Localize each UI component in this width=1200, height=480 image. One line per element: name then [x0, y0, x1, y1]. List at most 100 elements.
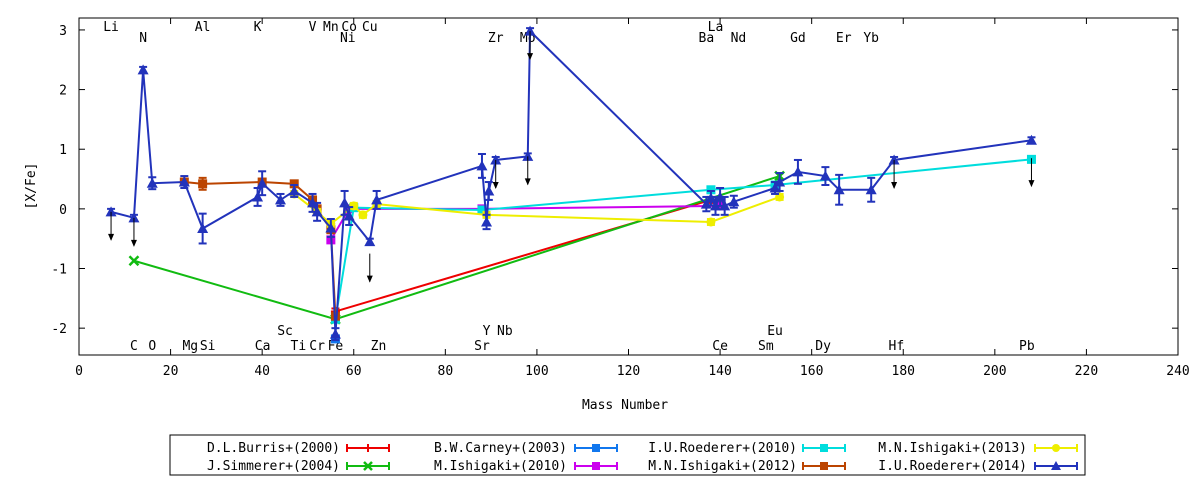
upper-limit-arrowhead [366, 275, 373, 283]
element-label-bottom: Pb [1019, 339, 1035, 354]
element-label-bottom: Dy [815, 339, 831, 354]
data-point [706, 185, 716, 195]
data-point [274, 194, 286, 205]
element-label-bottom: Si [200, 339, 216, 354]
x-tick-label: 80 [438, 364, 454, 379]
axes: 0 20 40 60 80 100 120 140 160 180 200 220 240 -2 -1 0 1 2… [51, 17, 1190, 379]
x-tick-label: 160 [800, 364, 823, 379]
x-tick-label: 100 [525, 364, 548, 379]
series-line [334, 158, 1032, 320]
element-label-bottom: Sr [474, 339, 490, 354]
data-point [490, 154, 502, 165]
element-label-top: Zr [488, 31, 504, 46]
data-point [325, 222, 337, 233]
data-point [358, 210, 368, 220]
element-label-bottom: Zn [371, 339, 387, 354]
data-point [477, 205, 487, 215]
data-point [252, 191, 264, 202]
x-tick-label: 140 [708, 364, 731, 379]
data-point [178, 176, 190, 187]
data-point [728, 196, 740, 207]
legend-swatch-marker [592, 444, 600, 452]
data-point [311, 206, 323, 217]
legend-label: D.L.Burris+(2000) [207, 441, 340, 456]
element-label-top: N [139, 31, 147, 46]
y-tick-label: 1 [59, 143, 67, 158]
element-label-bottom: O [148, 339, 156, 354]
x-tick-label: 180 [892, 364, 915, 379]
data-point [865, 184, 877, 195]
x-tick-label: 40 [254, 364, 270, 379]
data-point [483, 185, 495, 196]
y-tick-label: 2 [59, 84, 67, 99]
element-label-top: Ni [340, 31, 356, 46]
data-point [364, 236, 376, 247]
data-point [288, 185, 300, 196]
element-label-top: Mn [323, 20, 339, 35]
legend-label: I.U.Roederer+(2010) [648, 441, 797, 456]
element-label-top: K [254, 20, 262, 35]
upper-limit-arrowhead [492, 181, 499, 189]
x-tick-label: 0 [75, 364, 83, 379]
legend-swatch-marker [820, 444, 828, 452]
data-point [128, 212, 140, 223]
element-label-top: Al [195, 20, 211, 35]
legend-swatch-marker [364, 444, 372, 452]
data-point [476, 160, 488, 171]
upper-limit-arrows [108, 31, 1035, 283]
data-point [198, 179, 208, 189]
data-point [349, 201, 359, 211]
legend-label: I.U.Roederer+(2014) [878, 459, 1027, 474]
data-point [792, 166, 804, 177]
legend-label: B.W.Carney+(2003) [434, 441, 567, 456]
element-label-top: V [309, 20, 317, 35]
element-label-bottom: Y [483, 324, 491, 339]
element-label-bottom: Hf [889, 339, 905, 354]
element-label-top: La [708, 20, 724, 35]
element-label-bottom: Ce [712, 339, 728, 354]
legend-label: M.N.Ishigaki+(2012) [648, 459, 797, 474]
legend-swatch-marker [363, 461, 373, 471]
data-point [819, 170, 831, 181]
series-line [329, 204, 721, 241]
data-point [343, 210, 355, 221]
legend-box [169, 434, 1086, 476]
x-tick-label: 60 [346, 364, 362, 379]
element-label-top: Er [836, 31, 852, 46]
data-point [256, 177, 268, 188]
upper-limit-arrowhead [891, 181, 898, 189]
plot-frame [78, 17, 1179, 356]
data-point [719, 200, 731, 211]
y-tick-label: 3 [59, 24, 67, 39]
upper-limit-arrowhead [1028, 180, 1035, 188]
legend-label: M.Ishigaki+(2010) [434, 459, 567, 474]
element-label-bottom: Sm [758, 339, 774, 354]
data-point [522, 150, 534, 161]
element-label-bottom: C [130, 339, 138, 354]
element-label-bottom: Ca [255, 339, 271, 354]
data-point [307, 197, 319, 208]
element-label-bottom: Ti [291, 339, 307, 354]
data-point [888, 154, 900, 165]
y-tick-label: -2 [51, 322, 67, 337]
y-tick-label: 0 [59, 203, 67, 218]
data-point [524, 25, 536, 36]
element-label-top: Ba [699, 31, 715, 46]
data-point [706, 217, 716, 227]
data-point [137, 64, 149, 75]
element-label-top: Co [341, 20, 357, 35]
element-label-bottom: Sc [277, 324, 293, 339]
series-1 [128, 170, 785, 325]
legend-swatch-marker [1052, 444, 1060, 452]
x-tick-label: 20 [163, 364, 179, 379]
data-point [146, 177, 158, 188]
data-point [105, 206, 117, 217]
legend: D.L.Burris+(2000) J.Simmerer+(2004) B.W.Ca… [169, 434, 1086, 476]
upper-limit-arrowhead [524, 178, 531, 186]
data-point [339, 197, 351, 208]
series-layer [105, 25, 1037, 344]
upper-limit-arrowhead [130, 239, 137, 247]
data-point [481, 216, 493, 227]
